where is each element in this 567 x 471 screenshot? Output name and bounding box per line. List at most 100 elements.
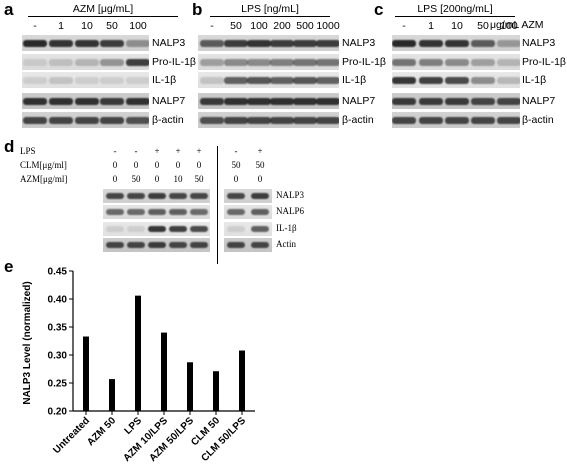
panel_d-band bbox=[148, 226, 166, 232]
panel_a-band bbox=[100, 76, 124, 84]
panel_c-band bbox=[471, 58, 495, 66]
panel_c-band bbox=[392, 58, 416, 66]
panel_a-band-label: β-actin bbox=[152, 114, 184, 126]
panel-c-header-line bbox=[395, 16, 515, 17]
panel_c-band bbox=[445, 116, 469, 124]
panel_b-band bbox=[247, 58, 271, 66]
panel_c-band bbox=[419, 97, 443, 105]
panel-d-azm-value: 0 bbox=[233, 174, 239, 184]
panel-d-lps-value: - bbox=[113, 146, 117, 156]
panel_b-lane-label: 1000 bbox=[316, 20, 340, 32]
panel-b-header: LPS [ng/mL] bbox=[241, 3, 299, 15]
panel_b-band bbox=[316, 97, 339, 105]
panel_a-lane-label: 10 bbox=[81, 20, 93, 32]
panel_a-lane-label: 50 bbox=[106, 20, 118, 32]
panel_d-band bbox=[227, 226, 245, 232]
panel_c-band bbox=[392, 97, 416, 105]
panel-d-lps-value: + bbox=[257, 146, 263, 156]
panel_d-strip bbox=[224, 189, 272, 203]
panel_d-band bbox=[251, 209, 269, 215]
panel_c-band bbox=[419, 116, 443, 124]
panel_b-band bbox=[224, 58, 248, 66]
panel_c-band bbox=[445, 58, 469, 66]
panel-d-azm-value: 10 bbox=[173, 174, 183, 184]
panel_a-band bbox=[126, 58, 149, 66]
panel_b-band bbox=[247, 97, 271, 105]
panel_b-band bbox=[200, 39, 224, 47]
panel_a-strip bbox=[22, 93, 149, 109]
y-tick-label: 0.20 bbox=[48, 407, 68, 418]
bar-1 bbox=[83, 336, 89, 411]
panel_d-band bbox=[106, 226, 124, 232]
panel_c-strip bbox=[392, 93, 520, 109]
panel-d-azm-value: 50 bbox=[131, 174, 141, 184]
panel_d-group-separator bbox=[217, 146, 218, 264]
panel-b-letter: b bbox=[192, 0, 203, 19]
panel-d-row-label-azm: AZM[μg/ml] bbox=[20, 174, 68, 184]
panel_b-strip bbox=[198, 72, 339, 88]
panel_a-strip bbox=[22, 72, 149, 88]
panel_d-band bbox=[127, 193, 145, 199]
panel_d-strip bbox=[224, 222, 272, 236]
panel_a-strip bbox=[22, 112, 149, 128]
panel-c-header: LPS [200ng/mL] bbox=[417, 3, 493, 15]
panel_a-band-label: NALP3 bbox=[152, 37, 186, 49]
panel_a-band-label: NALP7 bbox=[152, 95, 186, 107]
panel_a-band bbox=[23, 76, 47, 84]
panel_d-band-label: NALP3 bbox=[276, 190, 305, 200]
bar-2 bbox=[109, 379, 115, 411]
panel_b-band bbox=[293, 76, 317, 84]
panel_b-band bbox=[200, 116, 224, 124]
panel_b-band bbox=[316, 58, 339, 66]
panel_a-band bbox=[23, 39, 47, 47]
panel-d-letter: d bbox=[4, 137, 15, 156]
panel_a-band bbox=[126, 39, 149, 47]
panel_b-band bbox=[270, 116, 294, 124]
panel_b-band bbox=[224, 116, 248, 124]
panel_c-band bbox=[445, 97, 469, 105]
panel_c-strip bbox=[392, 112, 520, 128]
panel_a-band bbox=[75, 76, 99, 84]
panel-d-clm-value: 0 bbox=[133, 160, 139, 170]
panel-d-clm-value: 0 bbox=[175, 160, 181, 170]
panel_c-band bbox=[471, 116, 495, 124]
panel-c-unit-label: μg/mL AZM bbox=[490, 19, 544, 31]
panel_b-band bbox=[316, 116, 339, 124]
panel_c-strip bbox=[392, 72, 520, 88]
panel_a-band-label: Pro-IL-1β bbox=[152, 56, 196, 68]
panel_d-strip bbox=[103, 205, 210, 219]
panel_a-band bbox=[49, 97, 73, 105]
panel_c-band bbox=[445, 39, 469, 47]
panel-a-header-line bbox=[28, 16, 178, 17]
panel_d-band bbox=[169, 209, 187, 215]
panel-d-row-label-clm: CLM[μg/ml] bbox=[20, 160, 67, 170]
panel_c-strip bbox=[392, 35, 520, 51]
panel_d-band bbox=[148, 242, 166, 248]
panel_d-strip bbox=[103, 189, 210, 203]
panel-d-lps-value: - bbox=[134, 146, 138, 156]
bar-4 bbox=[161, 332, 167, 411]
panel_a-band bbox=[126, 116, 149, 124]
panel_d-strip bbox=[224, 238, 272, 252]
panel-d-row-label-lps: LPS bbox=[20, 146, 36, 156]
panel_b-band-label: Pro-IL-1β bbox=[342, 56, 386, 68]
panel_c-lane-label: 1 bbox=[428, 20, 434, 32]
panel_a-band bbox=[75, 97, 99, 105]
panel_b-lane-label: 100 bbox=[250, 20, 268, 32]
panel_b-band bbox=[200, 76, 224, 84]
panel-d-clm-value: 0 bbox=[154, 160, 160, 170]
panel-d-clm-value: 0 bbox=[196, 160, 202, 170]
panel_c-band bbox=[497, 116, 520, 124]
panel_d-band bbox=[190, 226, 208, 232]
panel_a-lane-label: - bbox=[33, 20, 37, 32]
panel_c-lane-label: 10 bbox=[451, 20, 463, 32]
panel_c-strip bbox=[392, 54, 520, 70]
panel_c-band bbox=[497, 39, 520, 47]
panel_b-lane-label: - bbox=[210, 20, 214, 32]
bar-6 bbox=[213, 371, 219, 411]
chart-bars bbox=[83, 295, 245, 411]
x-tick-label: AZM 50 bbox=[85, 415, 118, 448]
panel_b-band bbox=[270, 97, 294, 105]
panel_d-strip bbox=[103, 222, 210, 236]
